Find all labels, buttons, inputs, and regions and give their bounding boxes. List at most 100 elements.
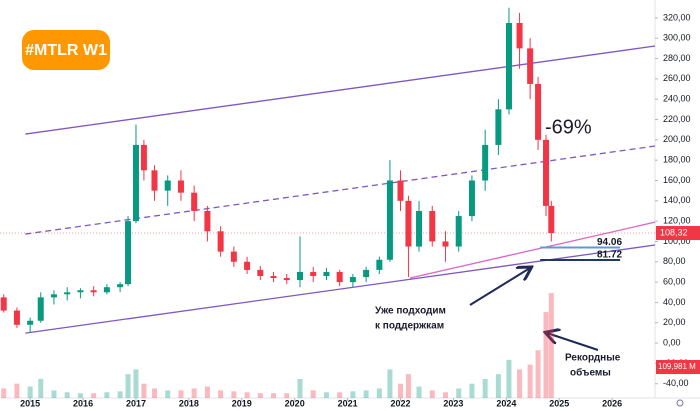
- candle-body: [535, 83, 542, 140]
- volume-bar: [38, 378, 44, 398]
- y-tick-label: 40,00: [663, 297, 686, 307]
- volume-bar: [117, 391, 123, 398]
- x-tick-label: 2015: [20, 398, 40, 408]
- volume-bar: [51, 390, 57, 398]
- volume-bar: [178, 390, 184, 398]
- y-tick-label: 60,00: [663, 276, 686, 286]
- y-tick-label: 200,00: [663, 134, 691, 144]
- trendline: [25, 145, 656, 235]
- x-tick-label: 2019: [232, 398, 252, 408]
- y-tick-label: 220,00: [663, 114, 691, 124]
- candle-body: [405, 200, 412, 247]
- candle-body: [244, 261, 251, 270]
- volume-bar: [337, 392, 343, 398]
- volume-bar: [429, 390, 435, 398]
- candle-body: [363, 269, 370, 278]
- last-price-label: 108,32: [660, 227, 688, 237]
- candle-body: [416, 210, 423, 247]
- volume-bar: [506, 359, 512, 398]
- volume-bar: [271, 393, 277, 398]
- candle-body: [349, 277, 356, 283]
- y-tick-label: 120,00: [663, 216, 691, 226]
- volume-bar: [141, 383, 147, 398]
- candle-body: [77, 290, 84, 293]
- volume-bar: [64, 392, 70, 398]
- volume-bar: [469, 383, 475, 398]
- volume-bar: [191, 388, 197, 398]
- x-tick-label: 2026: [602, 398, 622, 408]
- candle-body: [543, 139, 550, 206]
- volume-bar: [1, 388, 7, 398]
- annotation: объемы: [570, 367, 611, 379]
- candle-body: [117, 284, 124, 288]
- volume-bar: [77, 393, 83, 398]
- volume-bar: [482, 378, 488, 398]
- x-tick-label: 2017: [126, 398, 146, 408]
- y-tick-label: 160,00: [663, 175, 691, 185]
- last-volume-label: 109,981 M: [658, 362, 696, 371]
- candle-body: [270, 276, 277, 279]
- volume-bar: [350, 391, 356, 398]
- volume-bar: [133, 369, 139, 398]
- volume-bar: [363, 390, 369, 398]
- y-tick-label: 320,00: [663, 12, 691, 22]
- volume-bar: [535, 350, 541, 398]
- candle-body: [140, 144, 147, 171]
- volume-bar: [323, 392, 329, 398]
- candle-body: [64, 292, 71, 295]
- volume-bar: [548, 293, 554, 398]
- candle-body: [455, 216, 462, 247]
- candle-body: [397, 180, 404, 201]
- volume-bar: [527, 364, 533, 398]
- x-tick-label: 2024: [496, 398, 516, 408]
- candle-body: [125, 221, 132, 285]
- volume-bar: [165, 390, 171, 398]
- y-tick-label: 100,00: [663, 236, 691, 246]
- x-tick-label: 2022: [390, 398, 410, 408]
- candle-body: [37, 297, 44, 321]
- trendline: [25, 45, 656, 135]
- badge: [22, 30, 110, 70]
- y-tick-label: 80,00: [663, 256, 686, 266]
- x-tick-label: 2018: [179, 398, 199, 408]
- badge-text: #MTLR W1: [25, 42, 107, 59]
- candle-body: [296, 271, 303, 281]
- y-tick-label: 240,00: [663, 94, 691, 104]
- y-tick-label: 280,00: [663, 53, 691, 63]
- volume-bar: [204, 386, 210, 398]
- arrow: [469, 268, 530, 306]
- candle-body: [132, 144, 139, 222]
- last-price-box: [656, 226, 700, 241]
- volume-bar: [387, 369, 393, 398]
- y-tick-label: 260,00: [663, 73, 691, 83]
- x-tick-label: 2020: [285, 398, 305, 408]
- annotation: Уже подходим: [375, 306, 446, 317]
- candle-body: [516, 22, 523, 49]
- candle-body: [191, 192, 198, 211]
- candle-body: [468, 180, 475, 217]
- y-tick-label: -40,00: [663, 378, 689, 388]
- candle-body: [164, 180, 171, 191]
- volume-bar: [405, 374, 411, 398]
- volume-bar: [310, 390, 316, 398]
- candle-body: [442, 241, 449, 247]
- candle-body: [376, 259, 383, 270]
- annotation: Рекордные: [565, 353, 621, 364]
- level-label: 94.06: [597, 237, 622, 248]
- volume-bar: [456, 388, 462, 398]
- volume-bar: [244, 392, 250, 398]
- volume-bar: [14, 383, 20, 398]
- y-tick-label: 20,00: [663, 317, 686, 327]
- candle-body: [230, 251, 237, 262]
- candle-body: [495, 109, 502, 145]
- volume-bar: [218, 390, 224, 398]
- candle-body: [0, 297, 7, 311]
- candle-body: [336, 271, 343, 283]
- candle-body: [103, 287, 110, 293]
- y-tick-label: 0,00: [663, 337, 681, 347]
- x-tick-label: 2016: [73, 398, 93, 408]
- candle-body: [505, 22, 512, 110]
- settings-icon[interactable]: [676, 399, 684, 407]
- volume-bar: [104, 392, 110, 398]
- arrow: [547, 333, 599, 351]
